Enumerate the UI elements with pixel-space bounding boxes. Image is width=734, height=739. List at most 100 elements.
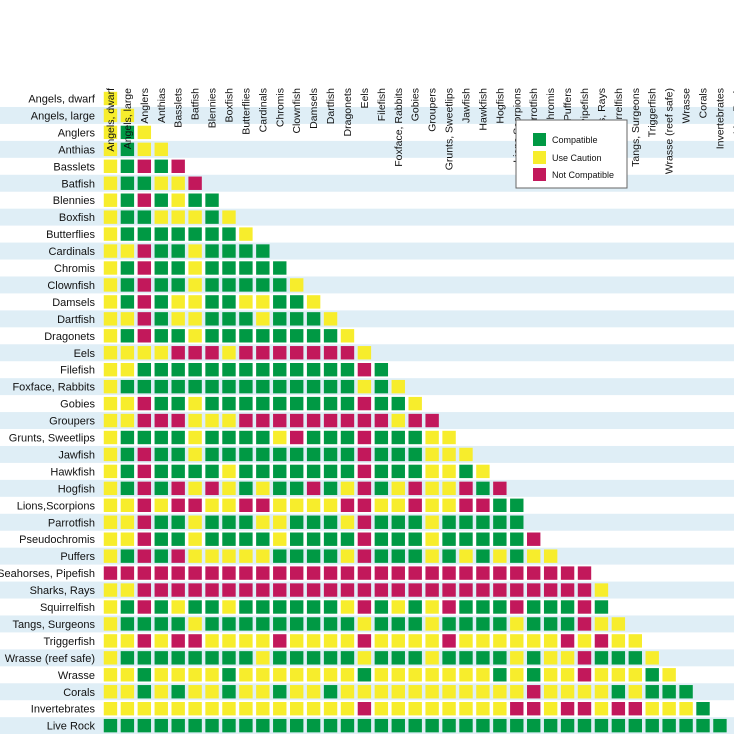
cell-compatible	[493, 498, 507, 512]
cell-not-compatible	[594, 634, 609, 648]
cell-compatible	[374, 515, 389, 529]
cell-caution	[154, 346, 168, 360]
cell-compatible	[171, 685, 185, 699]
cell-compatible	[273, 379, 287, 394]
cell-compatible	[188, 227, 202, 241]
cell-compatible	[340, 532, 355, 546]
cell-caution	[188, 447, 202, 462]
cell-compatible	[222, 227, 236, 241]
cell-not-compatible	[120, 566, 135, 580]
cell-not-compatible	[188, 176, 202, 190]
cell-caution	[188, 295, 202, 309]
cell-compatible	[171, 261, 185, 275]
cell-caution	[154, 634, 168, 648]
cell-compatible	[154, 718, 168, 733]
cell-caution	[188, 312, 202, 326]
cell-compatible	[273, 651, 287, 665]
cell-not-compatible	[171, 498, 185, 512]
cell-caution	[103, 379, 118, 394]
cell-compatible	[543, 617, 558, 631]
cell-not-compatible	[391, 566, 405, 580]
cell-compatible	[171, 363, 185, 377]
cell-caution	[188, 532, 202, 546]
cell-not-compatible	[357, 396, 372, 411]
cell-caution	[103, 363, 118, 377]
cell-compatible	[256, 430, 270, 445]
cell-not-compatible	[577, 617, 592, 631]
cell-not-compatible	[137, 549, 152, 563]
cell-compatible	[120, 142, 135, 157]
cell-caution	[137, 346, 152, 360]
cell-caution	[188, 430, 202, 445]
cell-compatible	[408, 515, 422, 529]
cell-compatible	[239, 515, 253, 529]
cell-compatible	[476, 549, 490, 563]
cell-caution	[425, 600, 439, 614]
cell-caution	[493, 685, 507, 699]
cell-not-compatible	[137, 583, 152, 597]
row-label: Tangs, Surgeons	[12, 619, 95, 631]
cell-not-compatible	[527, 702, 541, 716]
cell-caution	[306, 295, 321, 309]
cell-caution	[459, 702, 473, 716]
cell-compatible	[256, 532, 270, 546]
cell-caution	[425, 549, 439, 563]
cell-compatible	[713, 718, 727, 733]
cell-compatible	[374, 464, 389, 479]
cell-compatible	[357, 718, 372, 733]
cell-compatible	[171, 718, 185, 733]
cell-caution	[290, 702, 304, 716]
column-label: Cardinals	[257, 88, 269, 132]
cell-caution	[103, 295, 118, 309]
cell-not-compatible	[137, 447, 152, 462]
cell-caution	[340, 685, 355, 699]
cell-not-compatible	[611, 702, 626, 716]
cell-not-compatible	[577, 668, 592, 682]
cell-not-compatible	[256, 566, 270, 580]
column-label: Hogfish	[494, 88, 506, 124]
cell-caution	[290, 278, 304, 292]
cell-caution	[103, 312, 118, 326]
cell-not-compatible	[306, 346, 321, 360]
cell-caution	[120, 583, 135, 597]
cell-compatible	[120, 329, 135, 343]
cell-not-compatible	[239, 566, 253, 580]
cell-compatible	[374, 481, 389, 496]
cell-compatible	[510, 532, 524, 546]
cell-caution	[425, 634, 439, 648]
cell-compatible	[120, 464, 135, 479]
cell-compatible	[594, 600, 609, 614]
cell-caution	[154, 142, 168, 157]
cell-caution	[171, 668, 185, 682]
row-label: Corals	[63, 687, 95, 699]
cell-caution	[222, 481, 236, 496]
cell-caution	[662, 702, 676, 716]
row-label: Filefish	[60, 365, 95, 377]
cell-compatible	[154, 312, 168, 326]
cell-compatible	[137, 176, 152, 190]
cell-compatible	[256, 718, 270, 733]
cell-caution	[256, 515, 270, 529]
cell-caution	[103, 142, 118, 157]
cell-not-compatible	[577, 600, 592, 614]
cell-not-compatible	[459, 498, 473, 512]
cell-compatible	[256, 379, 270, 394]
cell-not-compatible	[442, 583, 456, 597]
column-label: Grunts, Sweetlips	[444, 88, 456, 170]
cell-not-compatible	[527, 685, 541, 699]
cell-compatible	[340, 447, 355, 462]
cell-compatible	[188, 379, 202, 394]
row-label: Triggerfish	[43, 636, 95, 648]
cell-caution	[188, 261, 202, 275]
cell-caution	[611, 634, 626, 648]
cell-compatible	[239, 244, 253, 258]
cell-compatible	[205, 464, 219, 479]
cell-compatible	[205, 210, 219, 224]
cell-caution	[425, 617, 439, 631]
cell-caution	[103, 176, 118, 190]
cell-not-compatible	[137, 464, 152, 479]
cell-compatible	[188, 718, 202, 733]
cell-caution	[256, 651, 270, 665]
cell-caution	[273, 430, 287, 445]
cell-compatible	[391, 549, 405, 563]
